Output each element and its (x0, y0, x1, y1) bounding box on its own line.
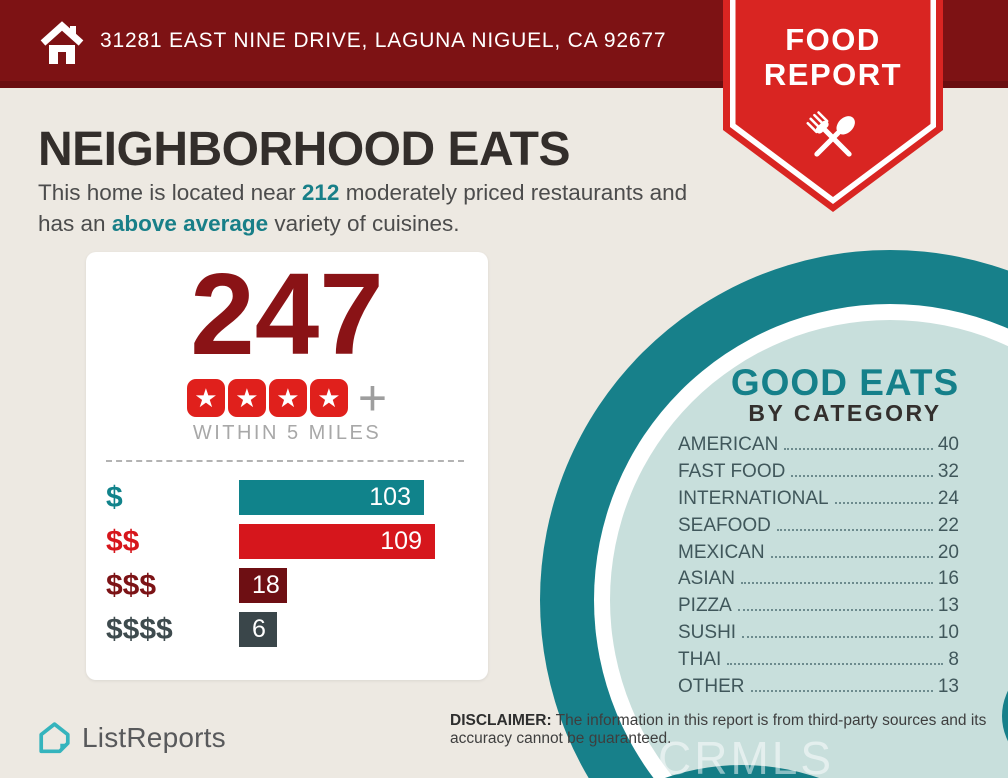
star-rating: ★ ★ ★ ★ + (86, 370, 488, 426)
category-row: ASIAN 16 (678, 568, 959, 595)
intro-text: This home is located near 212 moderately… (38, 177, 703, 239)
star-icon: ★ (309, 379, 348, 417)
bar-row: $$$ 18 (106, 568, 470, 603)
bar: 109 (239, 524, 435, 559)
listreports-logo: ListReports (36, 719, 226, 757)
category-label: PIZZA (678, 595, 732, 617)
badge-title-line2: REPORT (763, 57, 903, 92)
category-label: SUSHI (678, 622, 737, 644)
dotted-leader (784, 448, 933, 450)
star-icon: ★ (186, 379, 225, 417)
price-tier-label: $ (106, 480, 123, 514)
price-bar-chart: $103 $$ 109 $$$ 18 $$$$ 6 (106, 480, 470, 656)
category-value: 22 (937, 514, 959, 536)
category-label: ASIAN (678, 568, 736, 590)
brand-name: ListReports (82, 722, 226, 753)
bar: 18 (239, 568, 287, 603)
dotted-leader (741, 582, 933, 585)
dotted-leader (791, 474, 933, 477)
price-tier-label: $$$$ (106, 612, 173, 646)
category-row: SUSHI 10 (678, 622, 959, 649)
price-tier-label: $$ (106, 524, 140, 558)
dotted-leader (776, 528, 933, 531)
dashed-divider (106, 460, 464, 462)
disclaimer-text: DISCLAIMER: The information in this repo… (450, 712, 987, 747)
dotted-leader (834, 501, 933, 504)
category-row: PIZZA 13 (678, 595, 959, 622)
good-eats-subtitle: BY CATEGORY (748, 400, 942, 426)
bar-value: 109 (380, 527, 422, 555)
price-tier-label: $$$ (106, 568, 157, 602)
dotted-leader (750, 690, 933, 693)
listreports-house-icon (39, 722, 70, 754)
category-row: OTHER 13 (678, 676, 959, 703)
category-label: OTHER (678, 676, 745, 698)
home-icon (40, 21, 84, 64)
right-edge-teal-arc (1002, 660, 1008, 772)
category-value: 16 (937, 568, 959, 590)
category-list: AMERICAN 40 FAST FOOD 32 INTERNATIONAL 24 SEAF… (678, 434, 959, 703)
category-value: 24 (937, 487, 959, 509)
bar-row: $$$$ 6 (106, 612, 470, 647)
category-row: AMERICAN 40 (678, 434, 959, 461)
crmls-watermark: CRMLS (658, 732, 835, 778)
star-icon: ★ (227, 379, 266, 417)
category-value: 8 (948, 649, 959, 671)
category-row: FAST FOOD 32 (678, 461, 959, 488)
intro-part2: moderately priced restaurants and has an (38, 180, 688, 236)
restaurant-count-highlight: 212 (301, 180, 340, 205)
restaurant-stats-card: 247 ★ ★ ★ ★ + WITHIN 5 MILES $103 $$ 109 $$$ 18 $… (86, 252, 488, 680)
category-value: 13 (937, 595, 959, 617)
variety-highlight: above average (111, 211, 269, 236)
good-eats-title: GOOD EATS (730, 362, 960, 403)
category-label: INTERNATIONAL (678, 487, 829, 509)
category-row: MEXICAN 20 (678, 542, 959, 569)
category-value: 10 (937, 622, 959, 644)
page-title: NEIGHBORHOOD EATS (38, 123, 570, 176)
radius-caption: WITHIN 5 MILES (192, 422, 382, 444)
property-address: 31281 EAST NINE DRIVE, LAGUNA NIGUEL, CA… (100, 28, 667, 52)
dotted-leader (737, 609, 933, 612)
dotted-leader (742, 636, 933, 639)
category-label: THAI (678, 649, 722, 671)
intro-part3: variety of cuisines. (268, 211, 460, 236)
bar-row: $103 (106, 480, 470, 515)
category-value: 40 (937, 434, 959, 455)
dotted-leader (727, 663, 944, 666)
star-icon: ★ (268, 379, 307, 417)
bar: 6 (239, 612, 277, 647)
category-row: THAI 8 (678, 649, 959, 676)
category-label: SEAFOOD (678, 514, 771, 536)
bar-value: 103 (369, 483, 411, 511)
category-label: MEXICAN (678, 541, 765, 563)
category-row: SEAFOOD 22 (678, 515, 959, 542)
badge-title-line1: FOOD (785, 22, 881, 57)
bar-row: $$ 109 (106, 524, 470, 559)
food-report-badge: FOOD REPORT (723, 0, 943, 212)
category-value: 20 (937, 541, 959, 563)
total-restaurant-count: 247 (190, 249, 384, 379)
plus-sign: + (357, 370, 388, 426)
bar-value: 6 (252, 615, 266, 643)
crossed-spoon-fork-icon (806, 111, 855, 157)
dotted-leader (770, 555, 933, 558)
intro-part1: This home is located near (38, 180, 302, 205)
bar-value: 18 (252, 571, 280, 599)
category-value: 13 (937, 676, 959, 698)
category-row: INTERNATIONAL 24 (678, 488, 959, 515)
bar: 103 (239, 480, 424, 515)
category-label: AMERICAN (678, 434, 779, 455)
disclaimer-label: DISCLAIMER: (450, 712, 552, 729)
category-label: FAST FOOD (678, 460, 786, 482)
category-value: 32 (937, 460, 959, 482)
